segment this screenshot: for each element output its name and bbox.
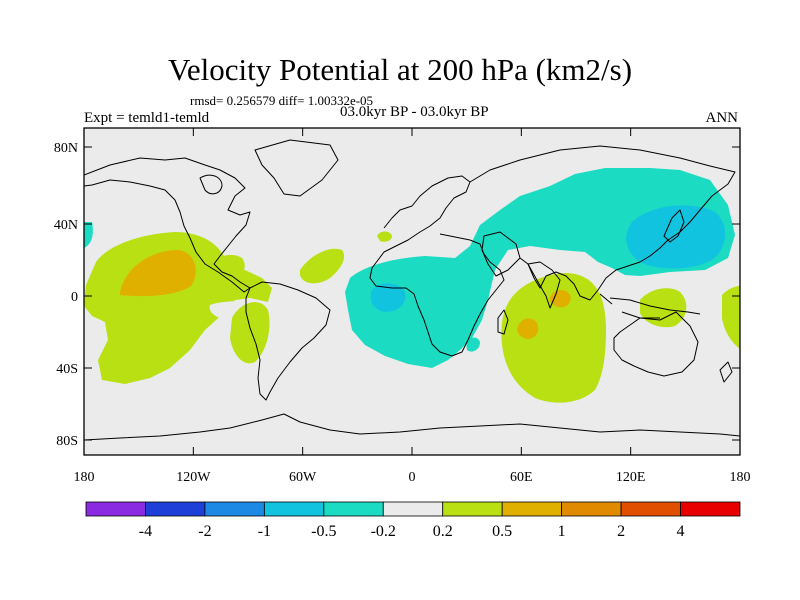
colorbar-swatch [620, 501, 681, 517]
lat-tick-label: 0 [71, 290, 78, 305]
negative-small-spot [466, 337, 480, 352]
coastline-madagascar [497, 309, 509, 335]
lon-tick-label: 180 [74, 470, 95, 485]
experiment-label: Expt = temld1-temld [84, 110, 210, 126]
colorbar-label: 1 [558, 523, 566, 540]
coastline-north-america [84, 157, 251, 293]
colorbar-swatch [204, 501, 265, 517]
colorbar-label: -1 [258, 523, 271, 540]
colorbar-swatch [263, 501, 325, 517]
longitude-axis: 180 120W 60W 0 60E 120E 180 [74, 128, 751, 485]
chart-title: Velocity Potential at 200 hPa (km2/s) [167, 52, 633, 87]
season-label: ANN [705, 110, 739, 126]
coastline-south-america [245, 281, 331, 401]
anomaly-fields [84, 168, 740, 403]
colorbar-label: -0.2 [371, 523, 396, 540]
lat-tick-label: 80N [54, 141, 78, 156]
orange-max-indian-north [549, 289, 571, 308]
negative-left-edge [84, 222, 93, 248]
colorbar-label: -4 [139, 523, 152, 540]
positive-region-indian-ocean [501, 273, 606, 403]
coastline-hudson-bay [199, 174, 223, 195]
coastline-antarctica [84, 413, 740, 441]
coastline-india [527, 261, 561, 309]
coastline-australia [613, 311, 699, 377]
lon-tick-label: 120W [176, 470, 211, 485]
lat-tick-label: 80S [56, 434, 78, 449]
colorbar-label: 0.2 [433, 523, 453, 540]
colorbar-swatch [145, 501, 206, 517]
colorbar-label: 4 [677, 523, 685, 540]
colorbar-label: -0.5 [311, 523, 336, 540]
orange-max-pacific [120, 250, 196, 297]
lon-tick-label: 180 [730, 470, 751, 485]
coastline-greenland [254, 139, 339, 197]
strong-negative-africa [370, 283, 406, 312]
colorbar-swatch [442, 501, 503, 517]
strong-negative-east-asia [626, 205, 726, 269]
lon-tick-label: 60W [289, 470, 317, 485]
colorbar-swatch [501, 501, 563, 517]
colorbar-swatch [680, 501, 741, 517]
coastlines [84, 139, 740, 441]
latitude-axis: 80N 40N 0 40S 80S [54, 141, 740, 449]
lon-tick-label: 0 [409, 470, 416, 485]
lon-tick-label: 120E [616, 470, 646, 485]
colorbar-label: 2 [617, 523, 625, 540]
stats-label: rmsd= 0.256579 diff= 1.00332e-05 [190, 93, 374, 108]
positive-south-america [230, 302, 270, 364]
positive-caribbean [211, 254, 245, 278]
colorbar-label: 0.5 [492, 523, 512, 540]
positive-east-edge [722, 285, 740, 349]
colorbar-swatch [323, 501, 384, 517]
period-label: 03.0kyr BP - 03.0kyr BP [340, 104, 489, 120]
coastline-japan [663, 209, 685, 243]
colorbar: -4 -2 -1 -0.5 -0.2 0.2 0.5 1 2 4 [85, 501, 741, 540]
positive-small-spot [377, 231, 392, 242]
colorbar-label: -2 [198, 523, 211, 540]
orange-max-indian-west [517, 318, 539, 339]
lat-tick-label: 40N [54, 218, 78, 233]
colorbar-swatch [561, 501, 622, 517]
lat-tick-label: 40S [56, 362, 78, 377]
colorbar-swatch [382, 501, 444, 517]
coastline-new-zealand [719, 361, 733, 383]
lon-tick-label: 60E [510, 470, 533, 485]
positive-atlantic [300, 248, 345, 284]
colorbar-swatch [85, 501, 146, 517]
coastline-arabia [481, 231, 521, 277]
coastline-asia [469, 145, 736, 301]
coastline-europe-africa [369, 175, 505, 357]
